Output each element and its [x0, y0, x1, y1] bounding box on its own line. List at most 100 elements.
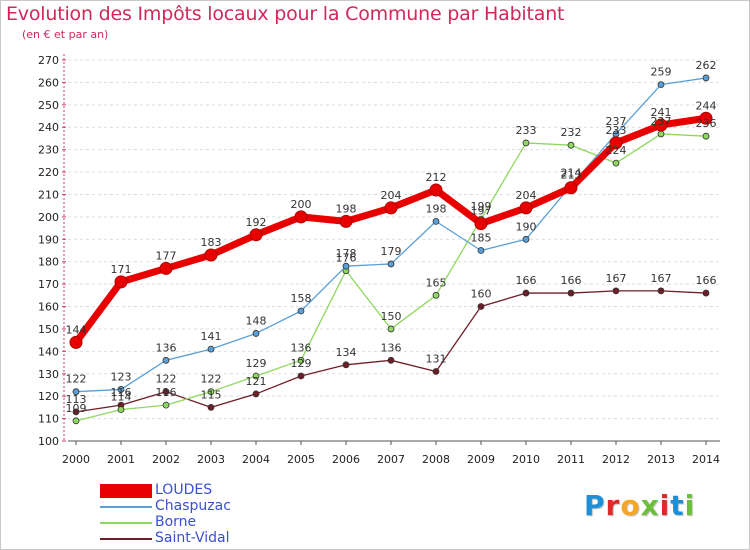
data-point-loudes	[294, 210, 308, 224]
data-label-loudes: 204	[381, 189, 402, 202]
data-label-borne: 122	[201, 373, 222, 386]
legend-swatch	[100, 537, 152, 541]
data-label-loudes: 244	[696, 99, 717, 112]
data-point-chaspuzac	[72, 388, 80, 396]
data-label-chaspuzac: 185	[471, 232, 492, 245]
data-point-chaspuzac	[162, 356, 170, 364]
data-label-loudes: 144	[66, 323, 87, 336]
x-tick-label: 2001	[107, 453, 135, 466]
x-tick-label: 2006	[332, 453, 360, 466]
x-tick-label: 2008	[422, 453, 450, 466]
data-point-loudes	[339, 214, 353, 228]
data-point-chaspuzac	[522, 235, 530, 243]
y-tick-label: 200	[38, 211, 59, 224]
data-point-saint-vidal	[297, 372, 305, 380]
data-label-chaspuzac: 198	[426, 202, 447, 215]
data-label-chaspuzac: 179	[381, 245, 402, 258]
x-tick-label: 2011	[557, 453, 585, 466]
data-point-borne	[567, 141, 575, 149]
data-label-saint-vidal: 113	[66, 393, 87, 406]
data-point-loudes	[114, 275, 128, 289]
data-point-borne	[612, 159, 620, 167]
data-point-saint-vidal	[342, 361, 350, 369]
y-tick-label: 110	[38, 413, 59, 426]
data-label-chaspuzac: 158	[291, 292, 312, 305]
y-tick-label: 100	[38, 435, 59, 448]
data-point-saint-vidal	[567, 289, 575, 297]
legend-label: Saint-Vidal	[155, 530, 230, 546]
data-label-borne: 150	[381, 310, 402, 323]
y-tick-label: 140	[38, 345, 59, 358]
data-point-loudes	[564, 181, 578, 195]
data-point-saint-vidal	[387, 356, 395, 364]
data-point-borne	[702, 132, 710, 140]
axes	[62, 54, 720, 445]
data-point-borne	[432, 291, 440, 299]
y-tick-label: 270	[38, 54, 59, 67]
y-tick-label: 160	[38, 301, 59, 314]
x-tick-label: 2014	[692, 453, 720, 466]
data-label-borne: 116	[156, 386, 177, 399]
y-tick-label: 250	[38, 99, 59, 112]
data-point-loudes	[69, 335, 83, 349]
x-tick-label: 2004	[242, 453, 270, 466]
series-group	[69, 74, 713, 425]
data-label-borne: 199	[471, 200, 492, 213]
x-tick-label: 2010	[512, 453, 540, 466]
data-label-borne: 224	[606, 144, 627, 157]
y-tick-label: 150	[38, 323, 59, 336]
y-tick-label: 240	[38, 121, 59, 134]
data-label-chaspuzac: 122	[66, 373, 87, 386]
data-label-saint-vidal: 166	[516, 274, 537, 287]
data-label-loudes: 183	[201, 236, 222, 249]
data-label-borne: 233	[516, 124, 537, 137]
x-tick-label: 2013	[647, 453, 675, 466]
data-label-saint-vidal: 166	[561, 274, 582, 287]
data-point-borne	[522, 139, 530, 147]
data-point-chaspuzac	[207, 345, 215, 353]
data-point-saint-vidal	[162, 388, 170, 396]
logo-letter: P	[584, 489, 606, 522]
x-tick-label: 2009	[467, 453, 495, 466]
data-label-loudes: 204	[516, 189, 537, 202]
data-point-saint-vidal	[207, 403, 215, 411]
data-label-chaspuzac: 190	[516, 220, 537, 233]
legend-swatch	[100, 521, 152, 525]
data-point-borne	[297, 356, 305, 364]
data-label-chaspuzac: 259	[651, 66, 672, 79]
data-label-loudes: 171	[111, 263, 132, 276]
data-label-saint-vidal: 160	[471, 288, 492, 301]
data-point-borne	[207, 388, 215, 396]
y-tick-label: 170	[38, 278, 59, 291]
data-label-saint-vidal: 115	[201, 388, 222, 401]
data-label-loudes: 197	[471, 205, 492, 218]
data-point-saint-vidal	[612, 287, 620, 295]
data-point-chaspuzac	[252, 330, 260, 337]
data-point-chaspuzac	[432, 217, 440, 225]
legend-label: LOUDES	[155, 482, 213, 498]
data-label-loudes: 198	[336, 202, 357, 215]
data-label-loudes: 177	[156, 249, 177, 262]
legend-swatch	[100, 505, 152, 509]
data-label-loudes: 212	[426, 171, 447, 184]
data-point-chaspuzac	[702, 74, 710, 82]
legend-swatch	[100, 484, 152, 498]
data-label-saint-vidal: 129	[291, 357, 312, 370]
x-tick-labels: 2000 2001 2002 2003 2004 2005 2006 2007 2008 2009…	[62, 453, 720, 466]
data-point-saint-vidal	[72, 408, 80, 416]
x-tick-label: 2007	[377, 453, 405, 466]
data-label-borne: 114	[111, 391, 132, 404]
chart-title: Evolution des Impôts locaux pour la Comm…	[6, 3, 565, 25]
data-point-loudes	[384, 201, 398, 215]
data-point-borne	[252, 372, 260, 380]
data-label-borne: 236	[696, 117, 717, 130]
data-label-saint-vidal: 167	[606, 272, 627, 285]
data-label-loudes: 192	[246, 216, 267, 229]
data-label-saint-vidal: 122	[156, 373, 177, 386]
data-label-chaspuzac: 123	[111, 370, 132, 383]
data-label-chaspuzac: 262	[696, 59, 717, 72]
logo-letter: x	[640, 489, 660, 522]
